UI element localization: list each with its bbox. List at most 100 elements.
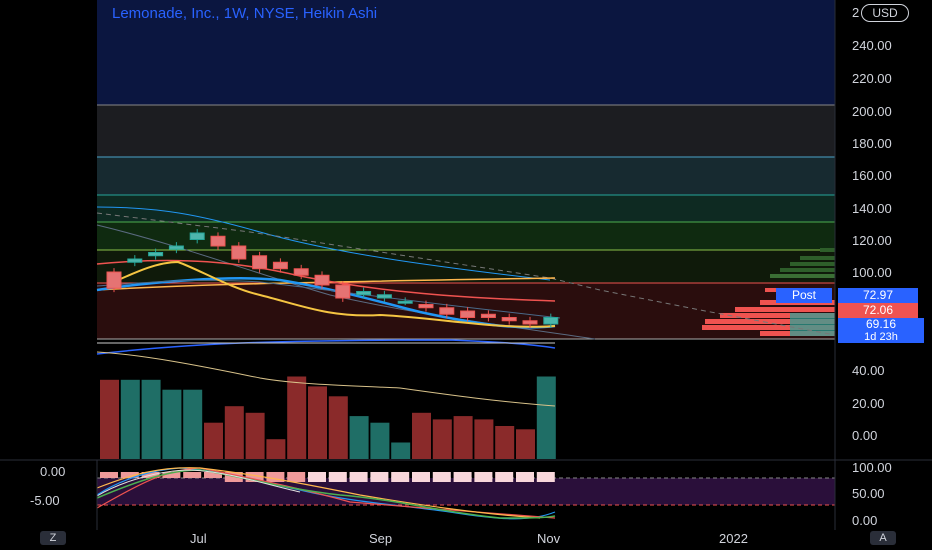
volume-bar <box>287 376 307 459</box>
post-price-tag: 72.97 <box>838 288 918 303</box>
osc-tick: 50.00 <box>852 486 885 501</box>
volume-bar <box>162 389 182 459</box>
volume-bar <box>245 412 265 459</box>
candles-layer <box>106 229 559 328</box>
fib-zone-2 <box>97 157 835 195</box>
oscillator-bar <box>453 472 472 482</box>
price-tick: 220.00 <box>852 71 892 86</box>
auto-scale-button[interactable]: A <box>870 531 896 545</box>
candle <box>252 255 268 270</box>
volume-bar <box>224 406 244 459</box>
last-price-tag: 72.06 <box>838 303 918 318</box>
fib-zone-1 <box>97 105 835 157</box>
volume-bars-layer <box>100 376 556 459</box>
volume-bar <box>391 442 411 459</box>
price-axis: 2 240.00 220.00 200.00 180.00 160.00 140… <box>852 5 892 280</box>
zoom-button[interactable]: Z <box>40 531 66 545</box>
volume-bar <box>432 419 452 459</box>
oscillator-bar <box>183 472 202 478</box>
candle <box>376 294 392 299</box>
oscillator-bar <box>224 472 243 482</box>
volume-bar <box>141 379 161 459</box>
osc-tick: 0.00 <box>852 513 877 528</box>
ma-line-dashed <box>96 212 836 336</box>
oscillator-bar <box>245 472 264 482</box>
candle <box>189 232 205 240</box>
price-tick: 160.00 <box>852 168 892 183</box>
oscillator-pane-bg <box>97 478 835 505</box>
candle <box>501 317 517 322</box>
ma-line-orange <box>96 277 556 291</box>
ma-line-red <box>96 259 556 302</box>
volume-bar <box>308 386 327 459</box>
volume-tick: 0.00 <box>852 428 877 443</box>
candle <box>231 245 247 260</box>
volume-ma-line <box>96 351 556 407</box>
volume-bar <box>412 412 431 459</box>
candle <box>397 300 413 304</box>
osc-left-axis: 0.00 -5.00 <box>30 464 65 508</box>
oscillator-bar <box>120 472 139 478</box>
volume-bar <box>349 416 369 459</box>
oscillator-bar <box>328 472 347 482</box>
oscillator-bar <box>266 472 285 482</box>
volume-axis: 40.00 20.00 0.00 <box>852 363 885 443</box>
price-pane-bg <box>97 0 835 105</box>
volume-bar <box>536 376 556 459</box>
volume-bar <box>120 379 140 459</box>
price-tick: 200.00 <box>852 104 892 119</box>
candle <box>418 304 434 309</box>
osc-line-white <box>96 469 301 497</box>
volume-bar <box>266 439 286 459</box>
oscillator-bar <box>516 472 534 482</box>
volume-bar <box>370 422 390 459</box>
hold-price-tag: 69.16 1d 23h <box>838 318 924 343</box>
oscillator-bar <box>432 472 451 482</box>
candle <box>522 320 538 325</box>
time-tick: Sep <box>369 531 392 546</box>
session-label: Post <box>776 288 832 303</box>
countdown-timer: 1d 23h <box>864 331 898 343</box>
price-tick: 240.00 <box>852 38 892 53</box>
oscillator-bar <box>204 472 222 478</box>
candle <box>480 313 496 318</box>
volume-tick: 40.00 <box>852 363 885 378</box>
time-tick: Nov <box>537 531 561 546</box>
oscillator-histogram <box>100 472 555 482</box>
time-axis: Jul Sep Nov 2022 <box>190 531 748 546</box>
oscillator-bar <box>370 472 389 482</box>
candle <box>439 307 455 315</box>
osc-line-green <box>96 469 556 519</box>
price-tick: 140.00 <box>852 201 892 216</box>
time-tick: Jul <box>190 531 207 546</box>
oscillator-bar <box>474 472 493 482</box>
time-tick: 2022 <box>719 531 748 546</box>
osc-right-axis: 100.00 50.00 0.00 <box>852 460 892 528</box>
candle <box>335 284 351 299</box>
oscillator-bar <box>287 472 306 482</box>
volume-bar <box>204 422 223 459</box>
candle <box>293 268 309 276</box>
oscillator-bar <box>100 472 118 478</box>
volume-bar <box>516 429 535 459</box>
candle <box>106 271 122 289</box>
candle <box>127 258 143 263</box>
volume-bar <box>100 379 119 459</box>
ma-line-teal <box>96 279 561 319</box>
osc-line-orange <box>96 467 541 519</box>
candle <box>314 274 330 286</box>
osc-left-tick: -5.00 <box>30 493 60 508</box>
ma-line-blue-upper <box>96 206 551 281</box>
candle <box>168 245 184 250</box>
fib-zone-4 <box>97 222 835 250</box>
osc-tick: 100.00 <box>852 460 892 475</box>
fib-zone-3 <box>97 195 835 222</box>
currency-button[interactable]: USD <box>861 4 909 22</box>
osc-left-tick: 0.00 <box>40 464 65 479</box>
price-axis-cut-label: 2 <box>852 5 859 20</box>
volume-bar <box>328 396 348 459</box>
volume-bar <box>183 389 203 459</box>
candle <box>148 252 164 257</box>
oscillator-bar <box>162 472 181 478</box>
